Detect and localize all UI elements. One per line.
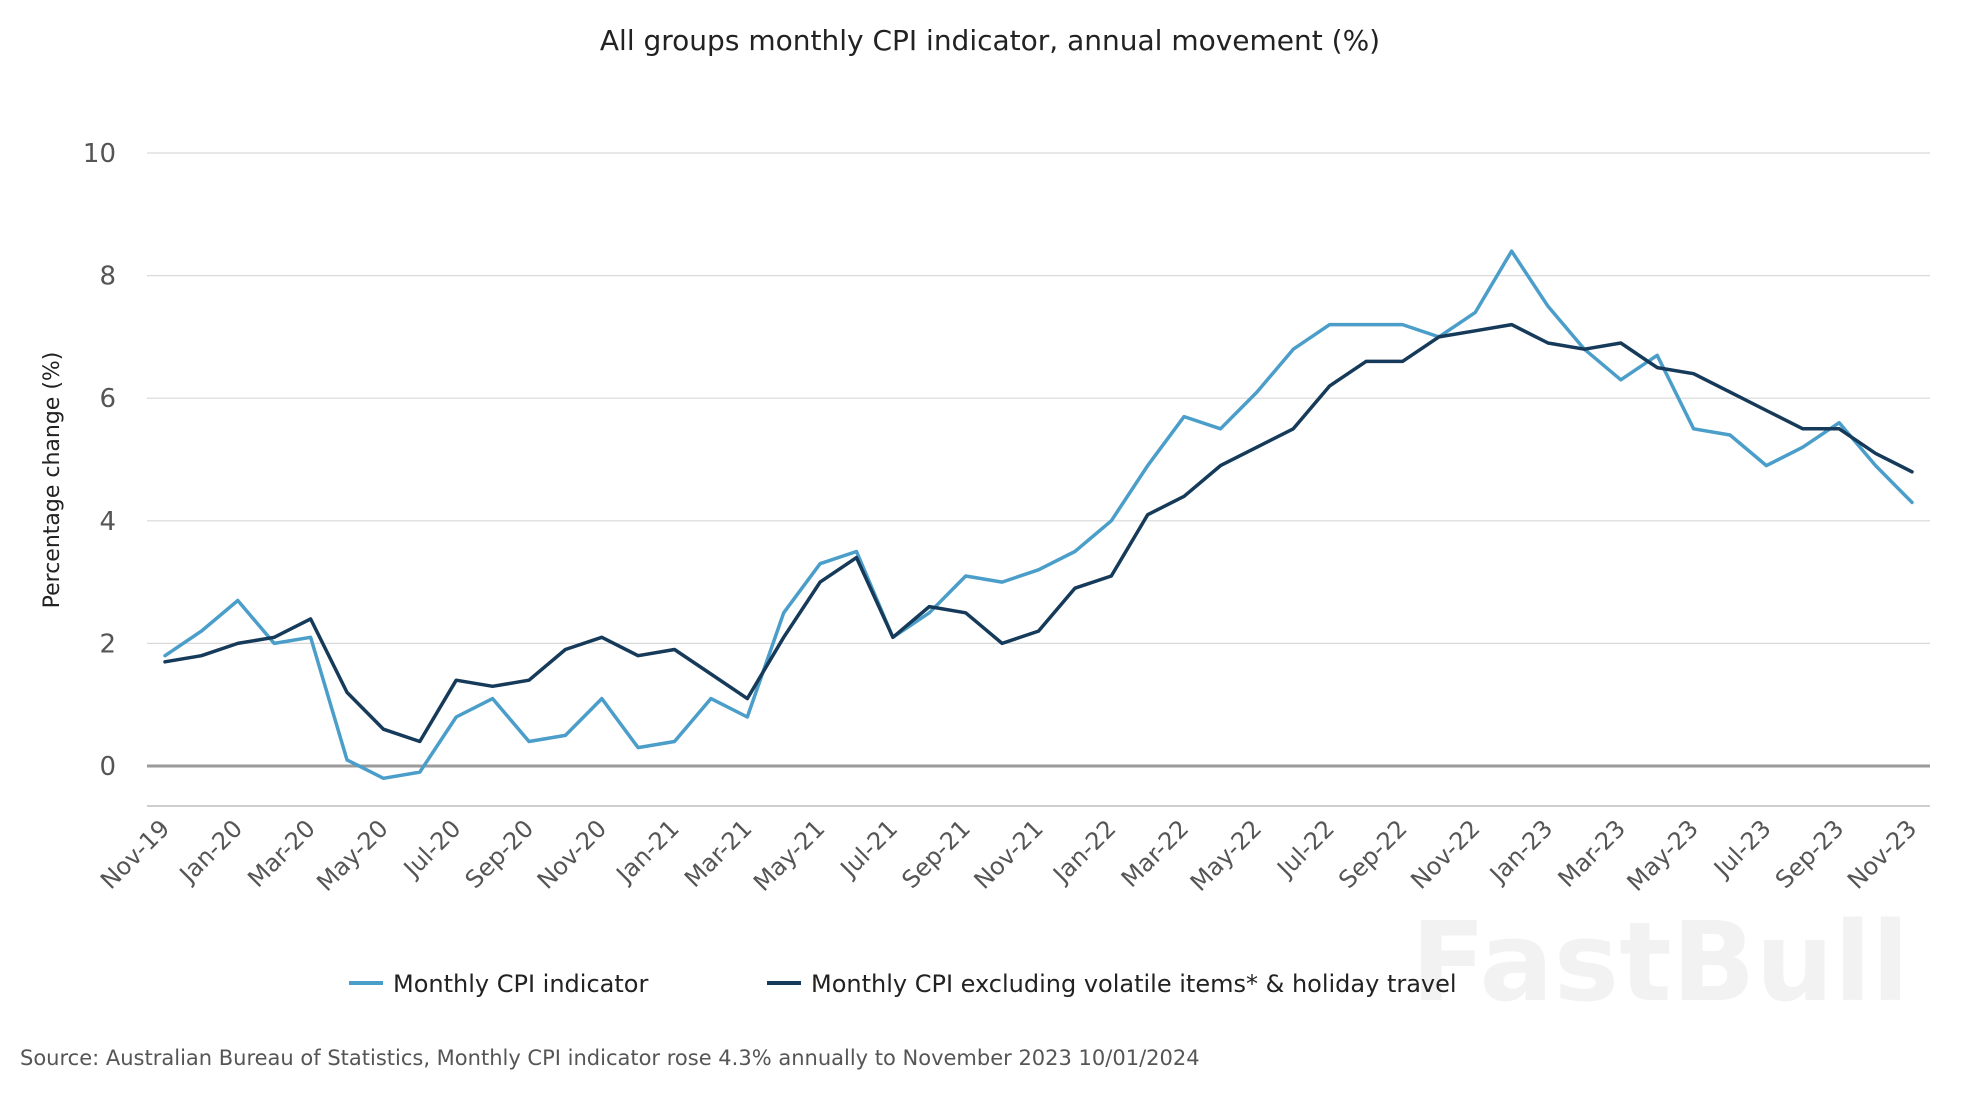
- chart-title: All groups monthly CPI indicator, annual…: [600, 24, 1380, 57]
- x-tick-label: May-20: [311, 814, 393, 896]
- y-tick-label: 4: [99, 507, 116, 537]
- series-line-cpi-excl-volatile: [163, 322, 1914, 744]
- x-tick-label: Mar-20: [242, 814, 320, 892]
- x-tick-label: Nov-21: [969, 814, 1049, 894]
- legend-label-cpi-excl-volatile: Monthly CPI excluding volatile items* & …: [811, 970, 1457, 998]
- x-tick-label: Mar-23: [1553, 814, 1631, 892]
- series-line-monthly-cpi: [163, 249, 1914, 781]
- legend-label-monthly-cpi: Monthly CPI indicator: [393, 970, 648, 998]
- watermark-logo: FastBull: [1411, 898, 1910, 1026]
- x-tick-label: Nov-22: [1405, 814, 1485, 894]
- x-tick-label: Sep-21: [896, 814, 976, 894]
- x-tick-label: Sep-23: [1770, 814, 1850, 894]
- x-tick-label: Sep-22: [1333, 814, 1413, 894]
- x-tick-label: Jul-21: [834, 814, 903, 883]
- y-axis-label: Percentage change (%): [40, 352, 65, 609]
- x-tick-label: Jul-22: [1271, 814, 1340, 883]
- x-tick-label: Nov-19: [95, 814, 175, 894]
- gridlines: [147, 152, 1930, 807]
- y-tick-label: 0: [99, 752, 116, 782]
- x-tick-label: Mar-21: [679, 814, 757, 892]
- x-tick-label: Mar-22: [1116, 814, 1194, 892]
- x-tick-label: May-23: [1622, 814, 1704, 896]
- x-tick-label: May-21: [748, 814, 830, 896]
- x-tick-label: Jan-21: [610, 814, 685, 889]
- y-axis-ticks: 0 2 4 6 8 10: [83, 139, 116, 782]
- y-tick-label: 8: [99, 262, 116, 292]
- x-tick-label: Sep-20: [460, 814, 540, 894]
- x-tick-label: May-22: [1185, 814, 1267, 896]
- series-lines: [163, 249, 1914, 781]
- y-tick-label: 10: [83, 139, 116, 169]
- x-tick-label: Jan-23: [1483, 814, 1558, 889]
- y-tick-label: 2: [99, 629, 116, 659]
- x-tick-label: Jan-22: [1046, 814, 1121, 889]
- source-note: Source: Australian Bureau of Statistics,…: [20, 1046, 1200, 1070]
- x-tick-label: Nov-23: [1842, 814, 1922, 894]
- x-tick-label: Nov-20: [532, 814, 612, 894]
- legend: Monthly CPI indicator Monthly CPI exclud…: [349, 970, 1457, 998]
- y-tick-label: 6: [99, 384, 116, 414]
- x-tick-label: Jan-20: [173, 814, 248, 889]
- x-tick-label: Jul-20: [397, 814, 466, 883]
- x-tick-label: Jul-23: [1707, 814, 1776, 883]
